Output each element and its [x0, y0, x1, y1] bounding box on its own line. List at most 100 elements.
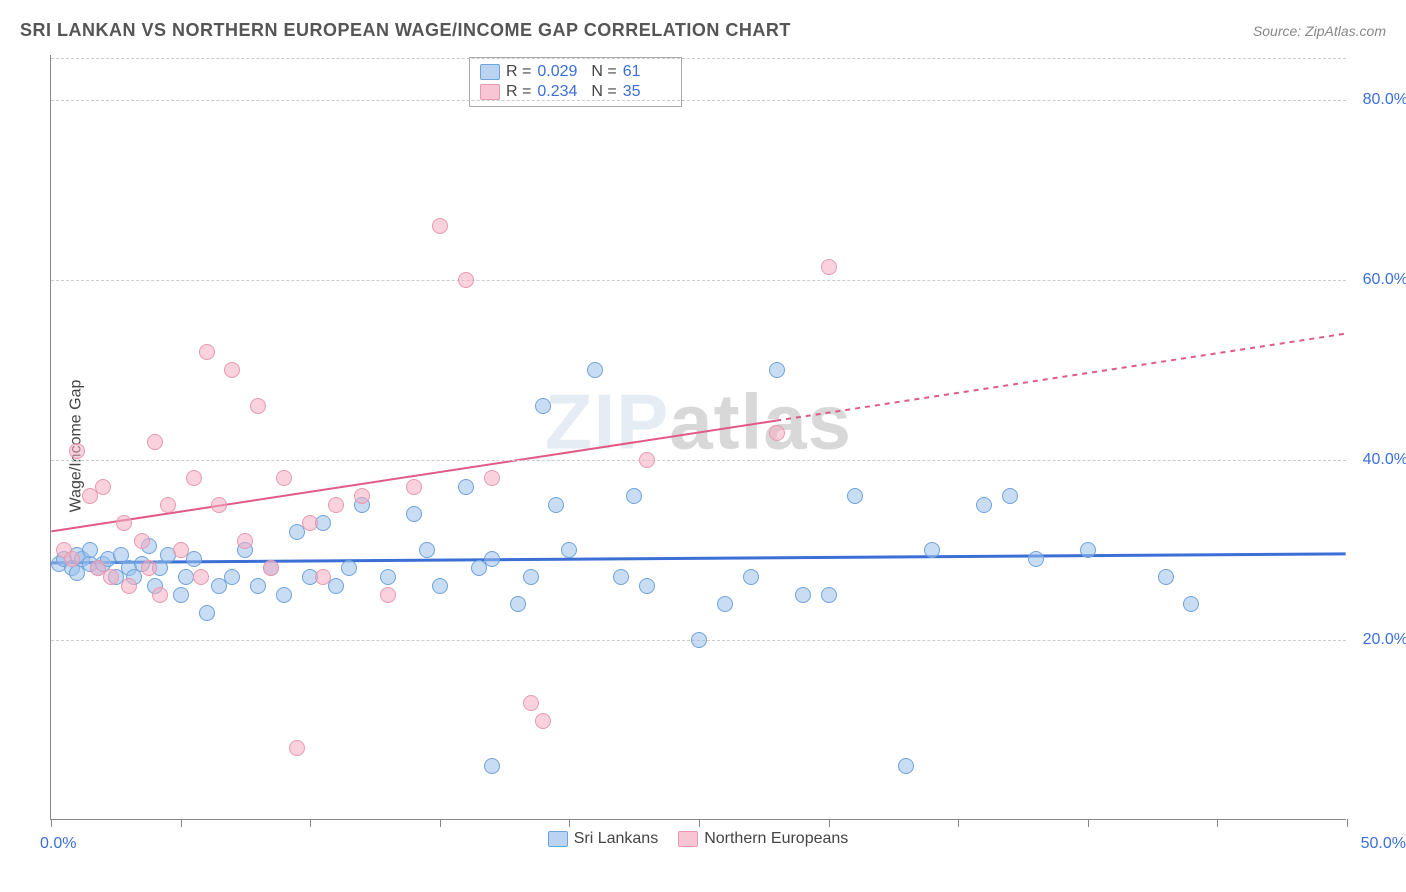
scatter-point [380, 569, 396, 585]
y-tick-label: 60.0% [1363, 271, 1406, 289]
scatter-point [419, 542, 435, 558]
scatter-point [250, 398, 266, 414]
scatter-point [1158, 569, 1174, 585]
trend-line-dashed [776, 334, 1345, 421]
legend-r-label: R = [506, 83, 531, 101]
scatter-point [186, 470, 202, 486]
x-tick [181, 819, 182, 827]
scatter-point [193, 569, 209, 585]
scatter-point [510, 596, 526, 612]
scatter-point [173, 542, 189, 558]
scatter-point [224, 362, 240, 378]
gridline [51, 58, 1346, 59]
legend-n-value-2: 35 [623, 83, 671, 101]
chart-source: Source: ZipAtlas.com [1253, 23, 1386, 39]
scatter-point [276, 470, 292, 486]
legend-swatch-pink [480, 84, 500, 100]
y-tick-label: 20.0% [1363, 631, 1406, 649]
scatter-point [186, 551, 202, 567]
scatter-point [276, 587, 292, 603]
scatter-point [302, 515, 318, 531]
scatter-point [199, 344, 215, 360]
gridline [51, 100, 1346, 101]
x-tick [569, 819, 570, 827]
gridline [51, 460, 1346, 461]
scatter-point [103, 569, 119, 585]
scatter-point [354, 488, 370, 504]
scatter-point [484, 551, 500, 567]
scatter-point [173, 587, 189, 603]
trend-lines-svg [51, 55, 1346, 819]
scatter-point [82, 542, 98, 558]
x-axis-max: 50.0% [1361, 835, 1406, 853]
scatter-point [523, 569, 539, 585]
scatter-point [484, 758, 500, 774]
scatter-point [432, 578, 448, 594]
scatter-point [639, 578, 655, 594]
legend-series: Sri Lankans Northern Europeans [50, 830, 1346, 848]
scatter-point [691, 632, 707, 648]
legend-stats-row: R = 0.234 N = 35 [480, 82, 671, 102]
scatter-point [380, 587, 396, 603]
scatter-point [64, 551, 80, 567]
scatter-point [328, 497, 344, 513]
legend-swatch-blue [548, 831, 568, 847]
legend-label: Northern Europeans [704, 830, 848, 848]
scatter-point [924, 542, 940, 558]
x-tick [1217, 819, 1218, 827]
legend-swatch-blue [480, 64, 500, 80]
x-tick [310, 819, 311, 827]
scatter-point [121, 578, 137, 594]
scatter-point [976, 497, 992, 513]
watermark: ZIPatlas [545, 376, 852, 467]
legend-r-value-2: 0.234 [537, 83, 585, 101]
chart-plot-area: ZIPatlas R = 0.029 N = 61 R = 0.234 N = … [50, 55, 1346, 820]
scatter-point [1002, 488, 1018, 504]
scatter-point [458, 272, 474, 288]
scatter-point [289, 740, 305, 756]
legend-n-label: N = [591, 83, 616, 101]
scatter-point [432, 218, 448, 234]
scatter-point [458, 479, 474, 495]
chart-header: SRI LANKAN VS NORTHERN EUROPEAN WAGE/INC… [20, 20, 1386, 41]
scatter-point [134, 533, 150, 549]
x-tick [1088, 819, 1089, 827]
legend-r-value-1: 0.029 [537, 63, 585, 81]
legend-r-label: R = [506, 63, 531, 81]
watermark-atlas: atlas [669, 377, 852, 465]
scatter-point [898, 758, 914, 774]
scatter-point [69, 443, 85, 459]
scatter-point [717, 596, 733, 612]
scatter-point [769, 362, 785, 378]
scatter-point [561, 542, 577, 558]
scatter-point [224, 569, 240, 585]
legend-label: Sri Lankans [574, 830, 659, 848]
scatter-point [328, 578, 344, 594]
chart-title: SRI LANKAN VS NORTHERN EUROPEAN WAGE/INC… [20, 20, 791, 41]
scatter-point [1080, 542, 1096, 558]
scatter-point [199, 605, 215, 621]
scatter-point [743, 569, 759, 585]
scatter-point [250, 578, 266, 594]
legend-n-label: N = [591, 63, 616, 81]
legend-stats-row: R = 0.029 N = 61 [480, 62, 671, 82]
scatter-point [237, 533, 253, 549]
scatter-point [406, 479, 422, 495]
scatter-point [147, 434, 163, 450]
legend-swatch-pink [678, 831, 698, 847]
scatter-point [1028, 551, 1044, 567]
scatter-point [315, 569, 331, 585]
x-tick [51, 819, 52, 827]
legend-n-value-1: 61 [623, 63, 671, 81]
scatter-point [178, 569, 194, 585]
scatter-point [263, 560, 279, 576]
x-tick [440, 819, 441, 827]
scatter-point [484, 470, 500, 486]
scatter-point [535, 398, 551, 414]
x-tick [1347, 819, 1348, 827]
scatter-point [141, 560, 157, 576]
scatter-point [769, 425, 785, 441]
scatter-point [535, 713, 551, 729]
scatter-point [847, 488, 863, 504]
scatter-point [523, 695, 539, 711]
